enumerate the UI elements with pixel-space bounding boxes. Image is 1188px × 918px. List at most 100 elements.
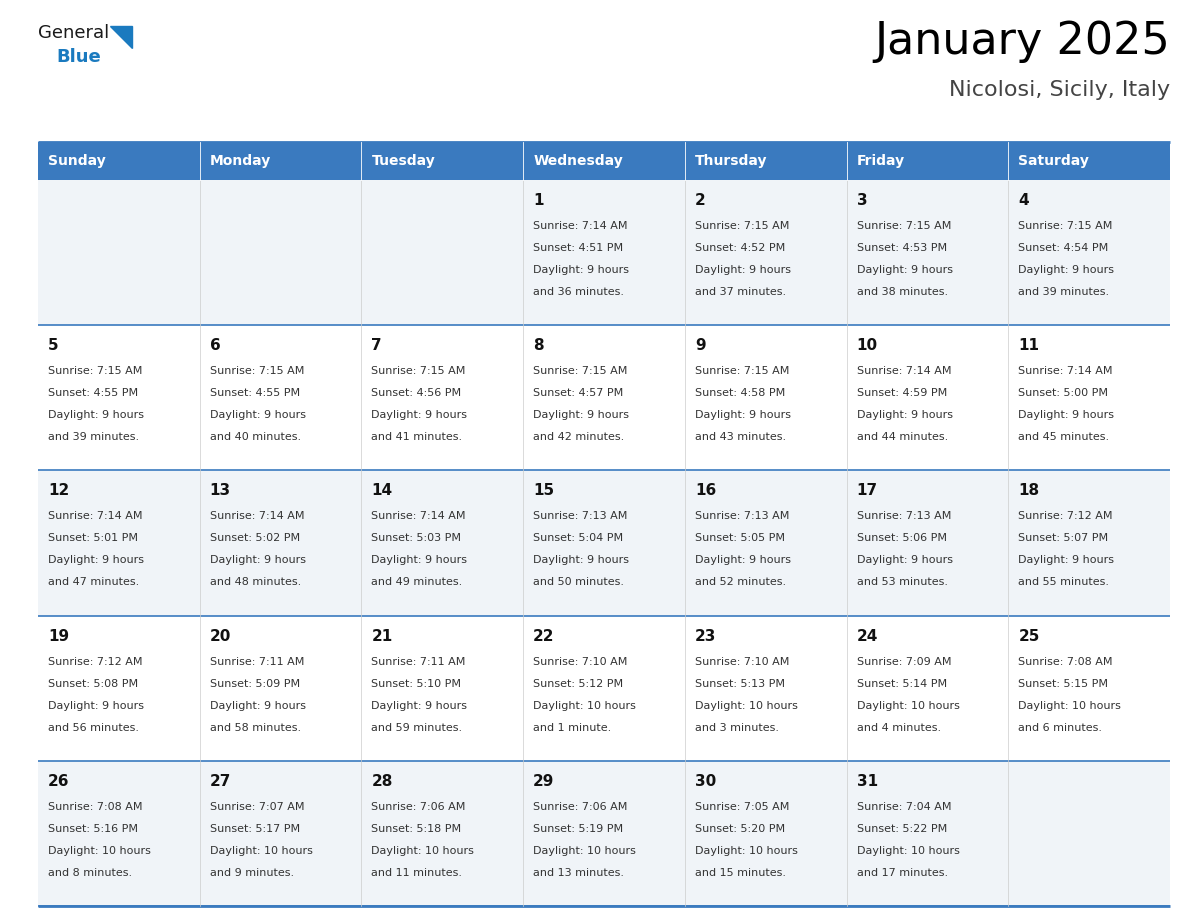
Text: Sunset: 5:00 PM: Sunset: 5:00 PM — [1018, 388, 1108, 398]
Text: January 2025: January 2025 — [874, 20, 1170, 63]
Bar — [847, 325, 1009, 470]
Text: Daylight: 9 hours: Daylight: 9 hours — [857, 265, 953, 275]
Bar — [684, 180, 847, 325]
Bar — [200, 761, 361, 906]
Text: Sunset: 5:16 PM: Sunset: 5:16 PM — [48, 823, 138, 834]
Text: and 36 minutes.: and 36 minutes. — [533, 287, 624, 297]
Text: 5: 5 — [48, 338, 58, 353]
Bar — [1009, 142, 1170, 180]
Text: Sunrise: 7:14 AM: Sunrise: 7:14 AM — [48, 511, 143, 521]
Text: Daylight: 9 hours: Daylight: 9 hours — [48, 410, 144, 420]
Text: Sunrise: 7:05 AM: Sunrise: 7:05 AM — [695, 801, 789, 812]
Text: Sunrise: 7:14 AM: Sunrise: 7:14 AM — [533, 221, 627, 231]
Bar — [38, 761, 200, 906]
Text: Daylight: 10 hours: Daylight: 10 hours — [695, 700, 797, 711]
Text: Sunrise: 7:13 AM: Sunrise: 7:13 AM — [695, 511, 789, 521]
Text: Sunset: 5:01 PM: Sunset: 5:01 PM — [48, 533, 138, 543]
Text: and 47 minutes.: and 47 minutes. — [48, 577, 139, 588]
Text: 24: 24 — [857, 629, 878, 644]
Text: Daylight: 10 hours: Daylight: 10 hours — [210, 845, 312, 856]
Bar — [847, 180, 1009, 325]
Text: Sunset: 4:56 PM: Sunset: 4:56 PM — [372, 388, 462, 398]
Bar — [361, 616, 523, 761]
Bar — [38, 325, 200, 470]
Text: Sunset: 5:20 PM: Sunset: 5:20 PM — [695, 823, 785, 834]
Text: Daylight: 9 hours: Daylight: 9 hours — [695, 410, 791, 420]
Text: Sunrise: 7:13 AM: Sunrise: 7:13 AM — [533, 511, 627, 521]
Text: 11: 11 — [1018, 338, 1040, 353]
Text: 27: 27 — [210, 774, 232, 789]
Text: Sunrise: 7:04 AM: Sunrise: 7:04 AM — [857, 801, 952, 812]
Text: and 6 minutes.: and 6 minutes. — [1018, 722, 1102, 733]
Text: Sunset: 4:59 PM: Sunset: 4:59 PM — [857, 388, 947, 398]
Text: 23: 23 — [695, 629, 716, 644]
Text: 12: 12 — [48, 484, 69, 498]
Bar — [523, 325, 684, 470]
Text: and 49 minutes.: and 49 minutes. — [372, 577, 462, 588]
Bar — [1009, 325, 1170, 470]
Bar — [847, 470, 1009, 616]
Text: 28: 28 — [372, 774, 393, 789]
Text: Sunrise: 7:12 AM: Sunrise: 7:12 AM — [1018, 511, 1113, 521]
Text: and 56 minutes.: and 56 minutes. — [48, 722, 139, 733]
Text: 7: 7 — [372, 338, 383, 353]
Bar — [523, 180, 684, 325]
Text: Sunset: 5:09 PM: Sunset: 5:09 PM — [210, 678, 299, 688]
Text: and 55 minutes.: and 55 minutes. — [1018, 577, 1110, 588]
Bar — [523, 470, 684, 616]
Text: and 15 minutes.: and 15 minutes. — [695, 868, 785, 878]
Text: and 8 minutes.: and 8 minutes. — [48, 868, 132, 878]
Text: Sunset: 5:08 PM: Sunset: 5:08 PM — [48, 678, 138, 688]
Text: Sunrise: 7:11 AM: Sunrise: 7:11 AM — [210, 656, 304, 666]
Text: Daylight: 9 hours: Daylight: 9 hours — [210, 410, 305, 420]
Text: Sunrise: 7:15 AM: Sunrise: 7:15 AM — [695, 366, 789, 376]
Text: Sunrise: 7:09 AM: Sunrise: 7:09 AM — [857, 656, 952, 666]
Text: 6: 6 — [210, 338, 221, 353]
Text: Sunset: 5:14 PM: Sunset: 5:14 PM — [857, 678, 947, 688]
Text: 18: 18 — [1018, 484, 1040, 498]
Text: Daylight: 9 hours: Daylight: 9 hours — [1018, 555, 1114, 565]
Text: and 48 minutes.: and 48 minutes. — [210, 577, 301, 588]
Text: Daylight: 9 hours: Daylight: 9 hours — [1018, 265, 1114, 275]
Text: and 13 minutes.: and 13 minutes. — [533, 868, 624, 878]
Bar — [38, 142, 200, 180]
Text: Sunrise: 7:10 AM: Sunrise: 7:10 AM — [533, 656, 627, 666]
Text: Sunset: 4:55 PM: Sunset: 4:55 PM — [48, 388, 138, 398]
Text: Daylight: 9 hours: Daylight: 9 hours — [48, 555, 144, 565]
Bar — [200, 142, 361, 180]
Text: Daylight: 9 hours: Daylight: 9 hours — [372, 410, 467, 420]
Text: Sunset: 4:52 PM: Sunset: 4:52 PM — [695, 243, 785, 253]
Text: Daylight: 9 hours: Daylight: 9 hours — [695, 555, 791, 565]
Text: Sunrise: 7:15 AM: Sunrise: 7:15 AM — [372, 366, 466, 376]
Text: 22: 22 — [533, 629, 555, 644]
Text: Sunrise: 7:14 AM: Sunrise: 7:14 AM — [210, 511, 304, 521]
Text: Sunrise: 7:15 AM: Sunrise: 7:15 AM — [533, 366, 627, 376]
Bar — [361, 180, 523, 325]
Text: Wednesday: Wednesday — [533, 154, 623, 168]
Text: Daylight: 9 hours: Daylight: 9 hours — [533, 265, 630, 275]
Text: Daylight: 9 hours: Daylight: 9 hours — [210, 555, 305, 565]
Text: Daylight: 10 hours: Daylight: 10 hours — [857, 845, 960, 856]
Bar — [1009, 616, 1170, 761]
Text: Sunset: 5:15 PM: Sunset: 5:15 PM — [1018, 678, 1108, 688]
Text: Daylight: 9 hours: Daylight: 9 hours — [857, 410, 953, 420]
Bar — [200, 325, 361, 470]
Bar — [1009, 180, 1170, 325]
Bar — [847, 761, 1009, 906]
Bar — [38, 616, 200, 761]
Bar — [200, 180, 361, 325]
Text: Sunset: 5:02 PM: Sunset: 5:02 PM — [210, 533, 299, 543]
Text: 25: 25 — [1018, 629, 1040, 644]
Text: Sunrise: 7:15 AM: Sunrise: 7:15 AM — [48, 366, 143, 376]
Text: Sunrise: 7:14 AM: Sunrise: 7:14 AM — [372, 511, 466, 521]
Bar — [684, 761, 847, 906]
Text: and 44 minutes.: and 44 minutes. — [857, 432, 948, 442]
Text: Sunset: 5:06 PM: Sunset: 5:06 PM — [857, 533, 947, 543]
Text: Sunset: 5:18 PM: Sunset: 5:18 PM — [372, 823, 462, 834]
Text: 4: 4 — [1018, 193, 1029, 208]
Text: Daylight: 10 hours: Daylight: 10 hours — [695, 845, 797, 856]
Text: Daylight: 10 hours: Daylight: 10 hours — [533, 845, 636, 856]
Text: Sunset: 5:12 PM: Sunset: 5:12 PM — [533, 678, 624, 688]
Text: Sunrise: 7:06 AM: Sunrise: 7:06 AM — [533, 801, 627, 812]
Text: Daylight: 10 hours: Daylight: 10 hours — [372, 845, 474, 856]
